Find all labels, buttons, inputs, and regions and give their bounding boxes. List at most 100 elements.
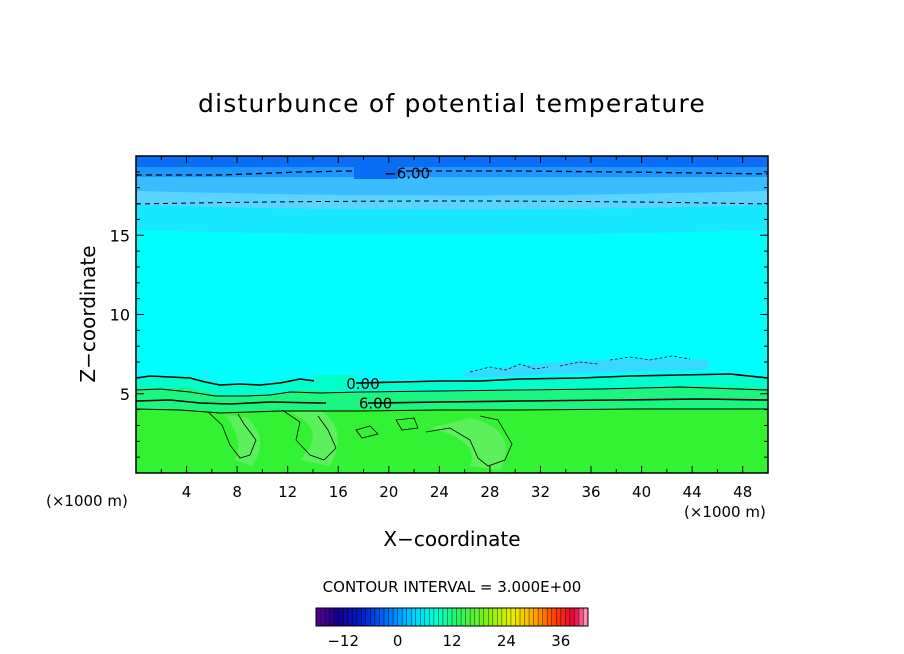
colorbar-swatch	[474, 608, 480, 626]
colorbar-swatch	[565, 608, 571, 626]
top-dark-blue-band	[136, 156, 768, 167]
x-tick-label: 20	[379, 483, 398, 501]
colorbar-swatch	[320, 608, 326, 626]
colorbar-swatch	[402, 608, 407, 626]
colorbar-swatch	[578, 608, 584, 626]
colorbar-tick-label: 36	[551, 632, 570, 650]
colorbar-swatch	[542, 608, 548, 626]
contour-interval-text: CONTOUR INTERVAL = 3.000E+00	[323, 578, 582, 596]
colorbar-swatch	[501, 608, 507, 626]
colorbar-swatch	[506, 608, 512, 626]
x-tick-label: 12	[278, 483, 297, 501]
contour-labels: −6.00 0.006.00	[346, 164, 430, 412]
colorbar-swatch	[352, 608, 358, 626]
colorbar-swatch	[415, 608, 421, 626]
colorbar-tick-label: −12	[327, 632, 359, 650]
colorbar-swatch	[384, 608, 389, 626]
colorbar-swatch	[338, 608, 344, 626]
colorbar-swatch	[411, 608, 417, 626]
colorbar-swatch	[325, 608, 330, 626]
colorbar-swatch	[556, 608, 562, 626]
light-green-patch-1	[225, 415, 261, 466]
y-axis-ticks: 5 10 15	[110, 171, 768, 458]
blue-patch	[460, 358, 710, 378]
colorbar-swatch	[560, 608, 566, 626]
x-tick-label: 24	[430, 483, 449, 501]
colorbar-swatch	[569, 608, 575, 626]
colorbar-swatch	[497, 608, 503, 626]
colorbar-swatch	[529, 608, 534, 626]
x-axis-label: X−coordinate	[383, 527, 520, 551]
x-tick-label: 28	[480, 483, 499, 501]
colorbar-tick-label: 12	[442, 632, 461, 650]
colorbar-swatch	[379, 608, 385, 626]
y-tick-label: 10	[110, 306, 130, 325]
colorbar-swatch	[356, 608, 362, 626]
colorbar-swatch	[343, 608, 349, 626]
contour-label: −6.00	[384, 164, 430, 182]
colorbar-swatch	[551, 608, 557, 626]
x-tick-label: 48	[733, 483, 752, 501]
colorbar-swatch	[397, 608, 403, 626]
colorbar-swatch	[388, 608, 394, 626]
light-green-patch-2	[290, 410, 338, 466]
upper-cyan-band	[136, 205, 768, 235]
x-tick-label: 40	[632, 483, 651, 501]
top-blue-band	[136, 167, 768, 177]
colorbar-swatch	[374, 608, 380, 626]
colorbar-swatch	[442, 608, 448, 626]
contour-minus-3	[136, 200, 768, 205]
light-green-patch-3	[430, 418, 506, 470]
colorbar-swatch	[461, 608, 466, 626]
colorbar-swatch	[479, 608, 485, 626]
contour-minus-6	[136, 170, 768, 176]
colorbar-swatch	[365, 608, 371, 626]
plot-area: −6.00 0.006.00	[136, 156, 768, 473]
colorbar-swatch	[361, 608, 367, 626]
top-sky-band	[136, 191, 768, 210]
colorbar-swatch	[424, 608, 430, 626]
contour-label: 0.00	[346, 375, 379, 393]
y-tick-label: 5	[120, 385, 130, 404]
colorbar-swatch	[452, 608, 457, 626]
colorbar-frame	[315, 607, 589, 627]
colorbar-swatch	[524, 608, 530, 626]
x-tick-label: 32	[531, 483, 550, 501]
x-tick-label: 4	[182, 483, 192, 501]
contour-plus-9	[136, 408, 768, 414]
colorbar-swatch	[488, 608, 494, 626]
minus6-label-bg	[354, 165, 398, 179]
dashed-small-contours	[469, 355, 691, 373]
colorbar-tick-label: 0	[393, 632, 403, 650]
x-tick-label: 16	[329, 483, 348, 501]
colorbar-swatch	[334, 608, 339, 626]
colorbar-swatch	[420, 608, 426, 626]
x-tick-label: 8	[232, 483, 242, 501]
colorbar-swatch	[520, 608, 525, 626]
colorbar-swatch	[456, 608, 462, 626]
top-light-blue-band	[136, 177, 768, 196]
colorbar-swatch	[438, 608, 444, 626]
colorbar-swatch	[470, 608, 475, 626]
colorbar-swatch	[538, 608, 543, 626]
colorbar-swatch	[447, 608, 453, 626]
x-axis-ticks: 4 8 12 16 20 24 28 32 36 40 44 48	[160, 156, 752, 501]
colorbar-swatch	[433, 608, 439, 626]
colorbar-swatch	[583, 608, 589, 626]
colorbar-swatch	[510, 608, 516, 626]
colorbar-swatch	[329, 608, 335, 626]
contour-plus-3	[136, 386, 768, 397]
x-unit-right: (×1000 m)	[684, 503, 766, 521]
colorbar-swatch	[347, 608, 353, 626]
colorbar-ticks: −12 0 12 24 36	[327, 632, 570, 650]
colorbar-swatch	[316, 608, 321, 626]
chart-title: disturbunce of potential temperature	[198, 89, 706, 118]
y-tick-label: 15	[110, 226, 130, 245]
colorbar-swatch	[429, 608, 435, 626]
lower-contours	[207, 409, 513, 467]
colorbar-tick-label: 24	[497, 632, 516, 650]
colorbar-swatch	[515, 608, 521, 626]
contour-label: 6.00	[359, 394, 392, 412]
six-label-bg	[326, 395, 368, 409]
